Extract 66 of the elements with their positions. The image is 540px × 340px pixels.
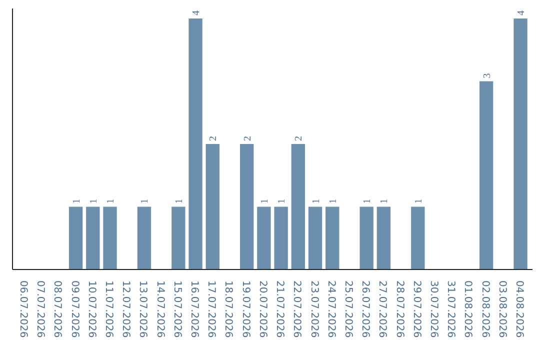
x-tick-label: 07.07.2026 bbox=[34, 280, 46, 338]
data-label: 2 bbox=[242, 136, 254, 142]
x-tick-label: 21.07.2026 bbox=[274, 280, 286, 338]
x-tick-label: 31.07.2026 bbox=[445, 280, 456, 338]
bar bbox=[86, 206, 100, 270]
x-tick-label: 13.07.2026 bbox=[137, 280, 148, 338]
bar bbox=[291, 144, 305, 270]
data-label: 1 bbox=[413, 198, 424, 204]
data-label: 1 bbox=[174, 198, 185, 204]
data-label: 1 bbox=[106, 198, 116, 204]
x-tick-label: 19.07.2026 bbox=[240, 280, 251, 338]
data-label: 4 bbox=[191, 10, 202, 16]
data-label: 1 bbox=[71, 198, 82, 204]
data-label: 2 bbox=[294, 136, 305, 142]
data-label: 1 bbox=[88, 198, 100, 204]
x-tick-label: 16.07.2026 bbox=[188, 280, 200, 338]
x-tick-label: 15.07.2026 bbox=[171, 280, 182, 338]
bar bbox=[326, 206, 340, 270]
x-tick-label: 11.07.2026 bbox=[103, 280, 114, 338]
x-tick-label: 20.07.2026 bbox=[256, 280, 268, 338]
x-tick-label: 29.07.2026 bbox=[410, 280, 422, 338]
x-tick-label: 26.07.2026 bbox=[360, 280, 371, 338]
x-tick-label: 24.07.2026 bbox=[325, 280, 336, 338]
x-tick-label: 23.07.2026 bbox=[308, 280, 320, 338]
x-tick-label: 08.07.2026 bbox=[52, 280, 63, 338]
bar bbox=[137, 206, 152, 270]
data-label: 2 bbox=[208, 136, 220, 142]
x-tick-label: 28.07.2026 bbox=[394, 280, 405, 338]
bar bbox=[257, 206, 271, 270]
bar bbox=[514, 18, 528, 270]
x-tick-label: 17.07.2026 bbox=[206, 280, 217, 338]
x-tick-label: 09.07.2026 bbox=[68, 280, 80, 338]
data-label: 3 bbox=[482, 73, 493, 78]
data-label: 1 bbox=[379, 198, 390, 204]
data-label: 4 bbox=[516, 10, 528, 16]
data-label: 1 bbox=[140, 198, 151, 204]
x-tick-label: 04.08.2026 bbox=[514, 280, 525, 338]
bar bbox=[68, 206, 83, 270]
data-label: 1 bbox=[328, 198, 339, 204]
data-label: 1 bbox=[362, 198, 374, 204]
bar bbox=[172, 206, 186, 270]
bar bbox=[479, 81, 494, 270]
bar bbox=[103, 206, 117, 270]
data-label: 1 bbox=[310, 198, 322, 204]
x-tick-label: 12.07.2026 bbox=[120, 280, 132, 338]
data-label: 1 bbox=[259, 198, 270, 204]
bar bbox=[308, 206, 322, 270]
data-label: 1 bbox=[276, 198, 288, 204]
bar bbox=[188, 18, 202, 270]
x-tick-label: 18.07.2026 bbox=[222, 280, 234, 338]
x-tick-label: 22.07.2026 bbox=[291, 280, 302, 338]
x-tick-label: 27.07.2026 bbox=[376, 280, 388, 338]
bar bbox=[376, 206, 391, 270]
x-tick-label: 25.07.2026 bbox=[342, 280, 354, 338]
bar bbox=[411, 206, 425, 270]
x-tick-label: 14.07.2026 bbox=[154, 280, 166, 338]
bar bbox=[206, 144, 220, 270]
x-tick-label: 06.07.2026 bbox=[17, 280, 28, 338]
bar bbox=[274, 206, 288, 270]
x-tick-label: 10.07.2026 bbox=[86, 280, 97, 338]
bar bbox=[240, 144, 254, 270]
x-tick-label: 03.08.2026 bbox=[496, 280, 508, 338]
x-tick-label: 02.08.2026 bbox=[479, 280, 490, 338]
x-tick-label: 30.07.2026 bbox=[428, 280, 439, 338]
bar bbox=[360, 206, 374, 270]
x-tick-label: 01.08.2026 bbox=[462, 280, 474, 338]
